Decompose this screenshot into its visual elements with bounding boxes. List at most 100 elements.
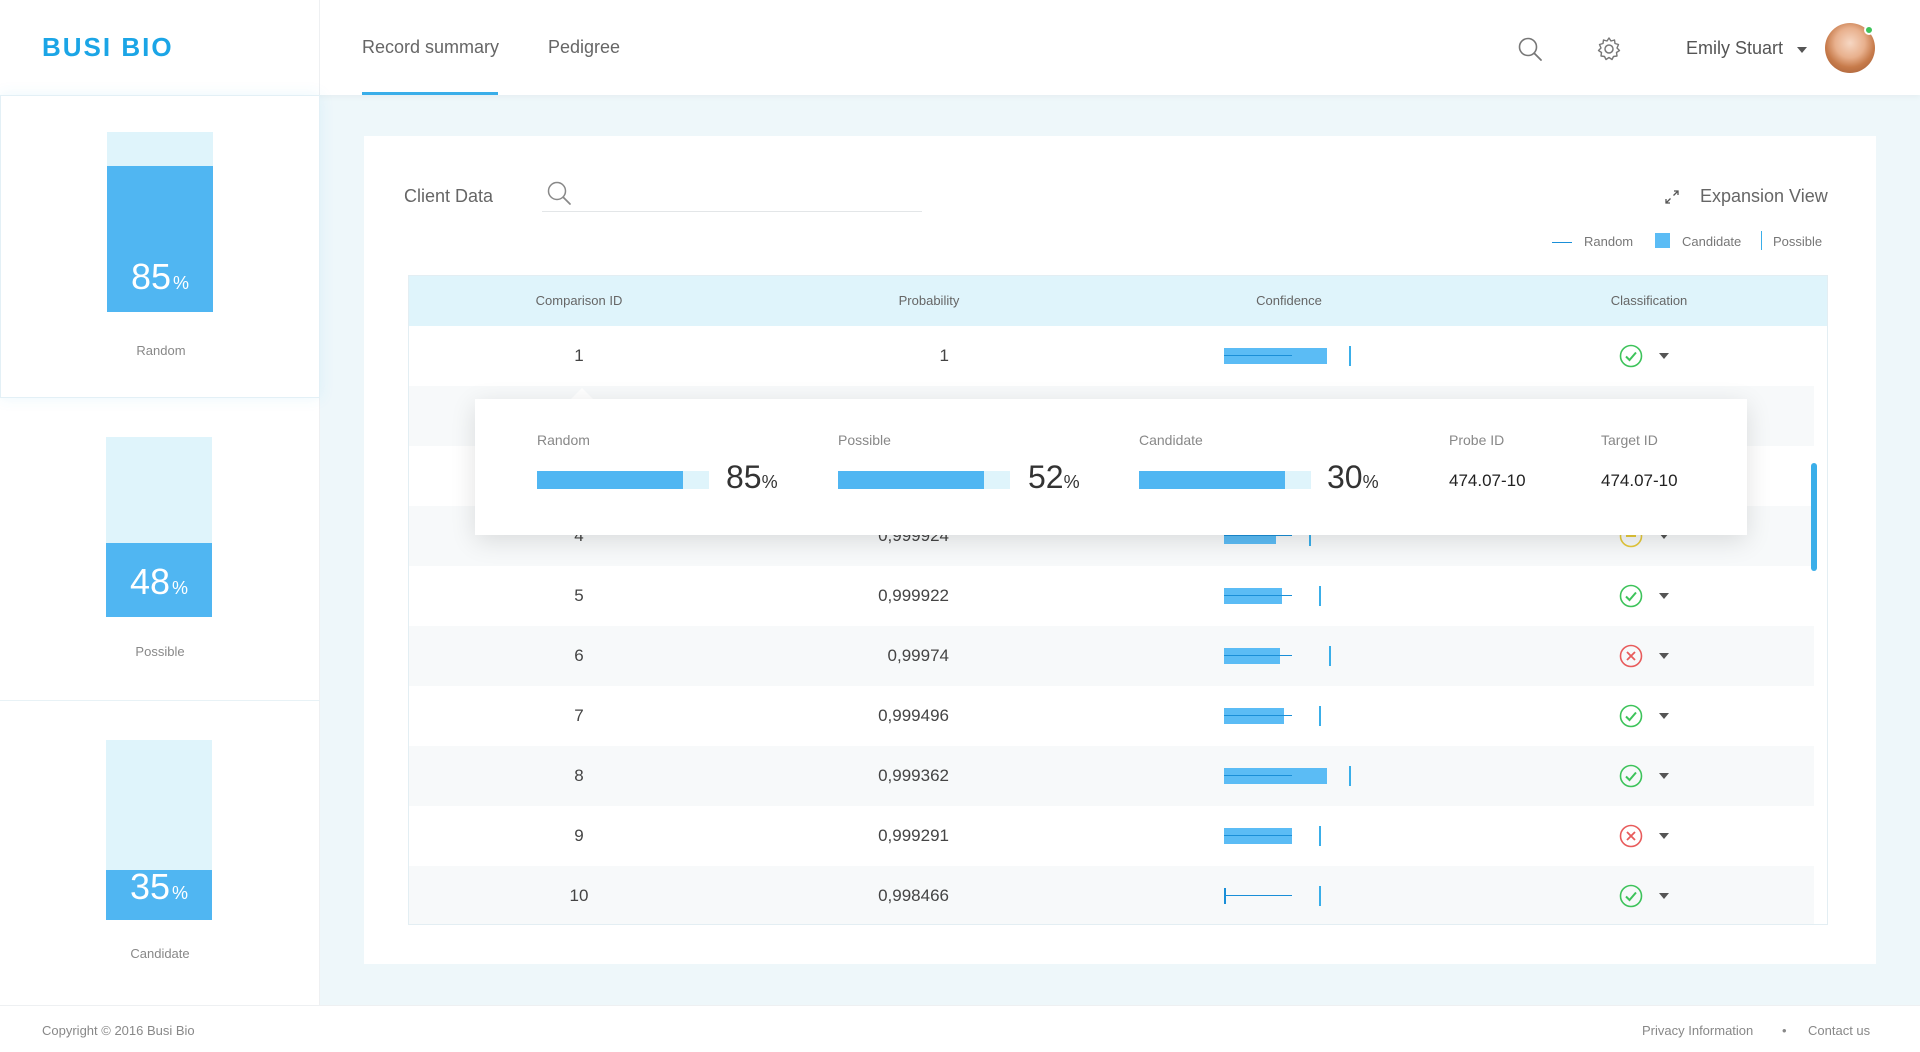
- gauge-value: 85%: [130, 256, 190, 297]
- confidence-candidate-bar: [1224, 768, 1327, 784]
- search-input[interactable]: [582, 180, 912, 208]
- table-row[interactable]: 5 0,999922: [409, 566, 1814, 626]
- check-circle-icon[interactable]: [1619, 884, 1643, 908]
- tab-record-summary[interactable]: Record summary: [362, 37, 500, 57]
- confidence-possible-tick: [1329, 646, 1331, 666]
- gauge-fill: [107, 166, 213, 312]
- popup-bar-fill: [537, 471, 684, 489]
- popup-bar-fill: [1139, 471, 1286, 489]
- table-row[interactable]: 6 0,99974: [409, 626, 1814, 686]
- cross-circle-icon[interactable]: [1619, 644, 1643, 668]
- popup-random-label: Random: [537, 432, 590, 448]
- legend-tick-swatch: [1761, 231, 1762, 250]
- header-classification[interactable]: Classification: [1610, 293, 1688, 308]
- probe-id-label: Probe ID: [1449, 432, 1505, 448]
- probe-id-value: 474.07-10: [1449, 471, 1526, 490]
- confidence-start-tick: [1224, 888, 1226, 904]
- popup-random-bar: [537, 471, 709, 489]
- sidebar-card-possible[interactable]: 48% Possible: [0, 398, 320, 701]
- comparison-detail-popup: Random 85% Possible 52% Candidate 30% Pr…: [475, 399, 1747, 535]
- check-circle-icon[interactable]: [1619, 344, 1643, 368]
- chevron-down-icon[interactable]: [1659, 353, 1669, 359]
- chevron-down-icon[interactable]: [1659, 773, 1669, 779]
- expand-icon[interactable]: [1664, 189, 1680, 205]
- main-panel: Client Data Expansion View Random Candid…: [364, 136, 1876, 964]
- table-row[interactable]: 10 0,998466: [409, 866, 1814, 924]
- search-icon: [547, 181, 571, 205]
- chevron-down-icon[interactable]: [1659, 833, 1669, 839]
- confidence-candidate-bar: [1224, 588, 1282, 604]
- contact-link[interactable]: Contact us: [1808, 1023, 1871, 1038]
- chevron-down-icon[interactable]: [1797, 47, 1807, 53]
- scrollbar-thumb[interactable]: [1811, 463, 1817, 571]
- gear-icon[interactable]: [1596, 36, 1622, 62]
- cell-probability: 1: [939, 346, 949, 365]
- cell-comparison-id: 9: [574, 826, 584, 845]
- header-comparison-id[interactable]: Comparison ID: [535, 293, 623, 308]
- legend-label: Candidate: [1682, 234, 1742, 249]
- gauge-possible: 48%: [106, 437, 212, 617]
- chevron-down-icon[interactable]: [1659, 533, 1669, 539]
- popup-random-value: 85%: [726, 459, 778, 495]
- expansion-view-button[interactable]: Expansion View: [1700, 186, 1828, 206]
- chevron-down-icon[interactable]: [1659, 653, 1669, 659]
- check-circle-icon[interactable]: [1619, 704, 1643, 728]
- chevron-down-icon[interactable]: [1659, 593, 1669, 599]
- confidence-random-line: [1224, 835, 1292, 836]
- sidebar: 85% Random 48% Possible 35% Candidate: [0, 95, 320, 1005]
- table-row[interactable]: 1 1: [409, 326, 1814, 386]
- cell-probability: 0,999362: [878, 766, 949, 785]
- chevron-down-icon[interactable]: [1659, 713, 1669, 719]
- user-name[interactable]: Emily Stuart: [1686, 38, 1784, 58]
- gauge-fill: [106, 869, 212, 920]
- tab-pedigree[interactable]: Pedigree: [548, 37, 621, 57]
- gauge-label: Possible: [135, 644, 185, 659]
- sidebar-card-candidate[interactable]: 35% Candidate: [0, 701, 320, 1005]
- confidence-random-line: [1224, 895, 1292, 896]
- cross-circle-icon[interactable]: [1619, 824, 1643, 848]
- gauge-value: 48%: [129, 561, 189, 602]
- table-header: Comparison ID Probability Confidence Cla…: [409, 276, 1827, 326]
- search-field: [542, 176, 922, 212]
- confidence-possible-tick: [1319, 706, 1321, 726]
- confidence-random-line: [1224, 535, 1292, 536]
- table-row[interactable]: 7 0,999496: [409, 686, 1814, 746]
- scrollbar-track[interactable]: [1814, 326, 1827, 924]
- legend-square-swatch: [1655, 233, 1670, 248]
- target-id-value: 474.07-10: [1601, 471, 1678, 490]
- legend-label: Random: [1584, 234, 1634, 249]
- gauge-label: Random: [136, 343, 186, 358]
- popup-bar-fill: [838, 471, 985, 489]
- cell-comparison-id: 5: [574, 586, 584, 605]
- table-row[interactable]: 9 0,999291: [409, 806, 1814, 866]
- header-confidence[interactable]: Confidence: [1256, 293, 1322, 308]
- cell-comparison-id: 7: [574, 706, 584, 725]
- privacy-link[interactable]: Privacy Information: [1642, 1023, 1754, 1038]
- check-circle-icon[interactable]: [1619, 584, 1643, 608]
- cell-probability: 0,998466: [878, 886, 949, 905]
- footer: Copyright © 2016 Busi Bio Privacy Inform…: [0, 1005, 1920, 1052]
- confidence-candidate-bar: [1224, 648, 1280, 664]
- table-row[interactable]: 8 0,999362: [409, 746, 1814, 806]
- client-data-label: Client Data: [404, 186, 494, 206]
- gauge-value: 35%: [129, 866, 189, 907]
- confidence-candidate-bar: [1224, 828, 1292, 844]
- check-circle-icon[interactable]: [1619, 764, 1643, 788]
- chevron-down-icon[interactable]: [1659, 893, 1669, 899]
- online-status-dot: [1864, 25, 1874, 35]
- header-probability[interactable]: Probability: [898, 293, 960, 308]
- brand-logo[interactable]: BUSI BIO: [42, 32, 174, 62]
- cell-probability: 0,99974: [887, 646, 949, 665]
- confidence-possible-tick: [1349, 346, 1351, 366]
- footer-separator: •: [1782, 1023, 1787, 1038]
- gauge-random: 85%: [107, 132, 213, 312]
- gauge-fill: [106, 543, 212, 617]
- sidebar-card-random[interactable]: 85% Random: [0, 95, 320, 398]
- cell-comparison-id: 8: [574, 766, 584, 785]
- confidence-random-line: [1224, 355, 1292, 356]
- popup-possible-value: 52%: [1028, 459, 1080, 495]
- popup-arrow: [570, 388, 594, 400]
- copyright-text: Copyright © 2016 Busi Bio: [42, 1023, 195, 1038]
- logo-area: BUSI BIO: [0, 0, 320, 95]
- search-icon[interactable]: [1517, 36, 1543, 62]
